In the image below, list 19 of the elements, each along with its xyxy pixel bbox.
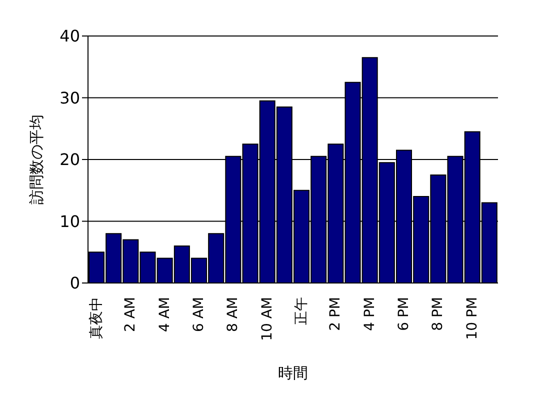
x-axis-title: 時間 — [278, 364, 308, 382]
x-tick-label: 正午 — [294, 297, 310, 325]
x-tick-label: 4 AM — [156, 297, 173, 332]
x-tick-label: 6 AM — [191, 297, 208, 332]
x-tick-label: 真夜中 — [88, 297, 105, 339]
y-tick-label: 30 — [60, 88, 80, 108]
x-tick-label: 6 PM — [396, 297, 412, 331]
y-tick-label: 40 — [60, 26, 80, 46]
y-tick-label: 0 — [70, 274, 80, 293]
y-axis-title: 訪問数の平均 — [27, 114, 46, 204]
x-tick-label: 4 PM — [362, 297, 378, 331]
x-tick-label: 8 PM — [430, 297, 446, 331]
y-tick-label: 20 — [60, 150, 80, 170]
x-tick-label: 2 AM — [122, 297, 139, 332]
y-tick-label: 10 — [60, 212, 80, 231]
x-tick-label: 10 PM — [464, 297, 480, 340]
x-tick-label: 8 AM — [225, 297, 242, 332]
x-tick-label: 10 AM — [259, 297, 276, 341]
x-tick-label: 2 PM — [328, 297, 344, 331]
